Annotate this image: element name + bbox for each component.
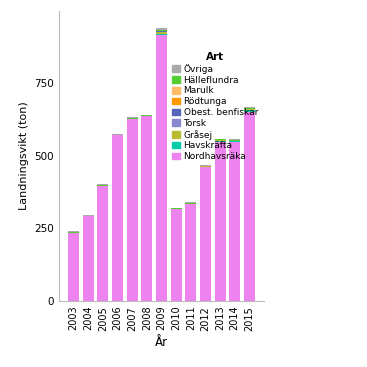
Bar xyxy=(68,233,79,301)
Bar xyxy=(185,202,196,203)
Bar xyxy=(200,167,211,301)
Bar xyxy=(229,141,240,142)
Y-axis label: Landningsvikt (ton): Landningsvikt (ton) xyxy=(19,102,29,210)
Bar xyxy=(200,166,211,167)
Bar xyxy=(83,216,94,301)
Bar xyxy=(141,116,152,301)
Bar xyxy=(200,165,211,166)
Bar xyxy=(127,119,138,301)
Bar xyxy=(156,35,167,301)
Bar xyxy=(68,232,79,233)
Bar xyxy=(112,135,123,301)
Bar xyxy=(97,184,108,185)
Bar xyxy=(68,231,79,232)
Bar xyxy=(185,203,196,204)
Bar xyxy=(112,134,123,135)
Bar xyxy=(141,115,152,116)
Bar xyxy=(244,112,255,301)
Bar xyxy=(156,32,167,34)
Bar xyxy=(244,110,255,112)
Bar xyxy=(156,31,167,32)
Bar xyxy=(244,109,255,110)
Bar xyxy=(156,28,167,30)
Bar xyxy=(97,185,108,186)
Bar xyxy=(244,108,255,109)
Bar xyxy=(127,117,138,118)
Bar xyxy=(215,140,226,142)
Bar xyxy=(171,209,182,301)
X-axis label: År: År xyxy=(155,336,168,349)
Legend: Övriga, Hälleflundra, Marulk, Rödtunga, Obest. benfiskar, Torsk, Gråsej, Havskrä: Övriga, Hälleflundra, Marulk, Rödtunga, … xyxy=(170,50,260,163)
Bar xyxy=(97,186,108,301)
Bar xyxy=(171,208,182,209)
Bar xyxy=(156,34,167,35)
Bar xyxy=(229,139,240,140)
Bar xyxy=(185,204,196,301)
Bar xyxy=(127,118,138,119)
Bar xyxy=(229,140,240,141)
Bar xyxy=(83,215,94,216)
Bar xyxy=(156,30,167,31)
Bar xyxy=(215,139,226,140)
Bar xyxy=(229,142,240,301)
Bar xyxy=(244,107,255,108)
Bar xyxy=(215,142,226,301)
